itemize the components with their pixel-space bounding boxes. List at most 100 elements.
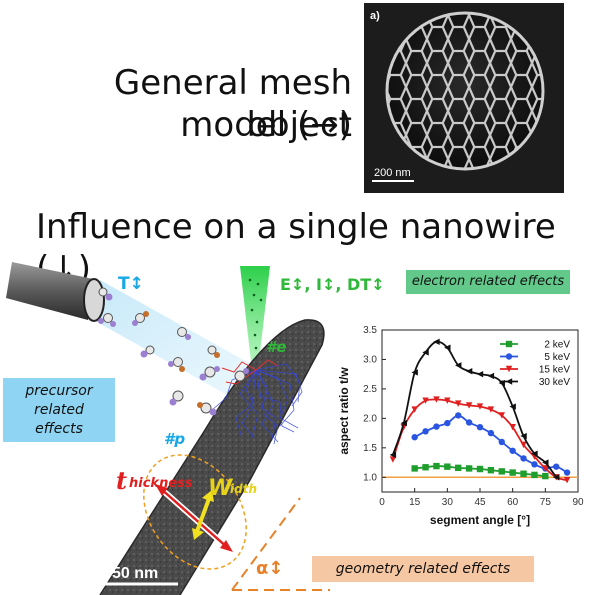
gis-nozzle: [6, 262, 98, 320]
electrons-label: #e: [266, 338, 287, 356]
data-point: [520, 455, 527, 462]
data-point: [400, 419, 407, 427]
beam-electron-dots: [248, 278, 263, 350]
data-point: [487, 467, 495, 474]
thickness-label-prefix: t: [116, 466, 127, 495]
data-point: [531, 471, 538, 479]
precursor-molecules: [98, 287, 249, 416]
headline-mesh-model-arrow: model (→): [180, 105, 352, 145]
data-point: [498, 412, 505, 419]
data-point: [422, 428, 429, 435]
data-point: [455, 464, 462, 472]
legend-marker: [505, 378, 513, 385]
data-point: [455, 400, 462, 407]
y-tick-label: 3.0: [363, 354, 377, 365]
legend-entry: 15 keV: [539, 365, 570, 376]
x-tick-label: 30: [442, 497, 454, 508]
sem-panel-label: a): [370, 10, 380, 22]
data-point: [487, 372, 495, 380]
data-point: [422, 349, 429, 356]
data-point: [433, 462, 440, 470]
data-point: [509, 447, 516, 454]
data-point: [444, 344, 451, 351]
data-point: [389, 451, 397, 459]
data-point: [411, 465, 418, 472]
data-point: [465, 402, 473, 409]
data-point: [422, 464, 429, 471]
data-point: [433, 423, 440, 430]
data-point: [563, 469, 571, 476]
x-tick-label: 60: [507, 497, 519, 508]
data-point: [465, 419, 473, 426]
data-point: [476, 403, 484, 410]
series-line-30-kev: [392, 340, 557, 478]
x-tick-label: 90: [572, 497, 584, 508]
y-tick-label: 2.0: [363, 413, 377, 424]
thickness-arrow: [159, 487, 229, 549]
data-point: [411, 369, 418, 376]
legend-marker: [505, 365, 513, 373]
precursor-effects-box: precursor related effects: [3, 378, 115, 442]
data-point: [563, 477, 571, 484]
data-point: [509, 469, 516, 476]
temperature-label: T↕: [118, 274, 144, 294]
data-point: [498, 438, 505, 446]
data-point: [553, 474, 560, 481]
data-point: [455, 412, 462, 419]
data-point: [444, 463, 451, 470]
data-point: [465, 368, 473, 375]
data-point: [509, 403, 516, 410]
data-point: [433, 396, 440, 403]
beam-params-label: E↕, I↕, DT↕: [280, 275, 385, 294]
data-point: [542, 465, 549, 472]
legend-entry: 30 keV: [539, 377, 570, 388]
thickness-label: hickness: [129, 476, 193, 491]
backscatter-trajectories: [221, 359, 279, 385]
x-tick-label: 0: [379, 497, 385, 508]
angle-line: [231, 497, 301, 591]
electron-trajectories: [211, 363, 303, 445]
data-point: [520, 441, 527, 449]
sem-mesh-image: a) 200 nm: [364, 3, 564, 193]
y-tick-label: 2.5: [363, 384, 377, 395]
width-label-prefix: W: [208, 476, 234, 501]
width-label: idth: [230, 482, 257, 496]
data-point: [520, 432, 527, 440]
data-point: [433, 338, 440, 345]
data-point: [542, 472, 549, 480]
nozzle-opening: [83, 278, 105, 322]
data-point: [476, 370, 484, 378]
data-point: [542, 459, 549, 466]
data-point: [553, 463, 560, 470]
precursor-box-line: effects: [35, 421, 83, 437]
scalebar-label: 50 nm: [112, 565, 158, 582]
data-point: [422, 397, 429, 404]
data-point: [487, 429, 495, 437]
precursor-box-line: precursor: [25, 383, 93, 399]
precursors-label: #p: [164, 430, 185, 448]
precursor-box-line: related: [34, 402, 84, 418]
legend-marker: [505, 353, 513, 360]
y-tick-label: 1.5: [363, 443, 377, 454]
data-point: [520, 470, 527, 477]
sem-scalebar-label: 200 nm: [374, 167, 411, 179]
angle-label: α↕: [256, 558, 283, 579]
geometry-effects-box: geometry related effects: [312, 556, 534, 582]
data-point: [476, 424, 484, 431]
data-point: [389, 456, 397, 463]
data-point: [455, 362, 462, 369]
width-arrow: [194, 495, 212, 535]
x-tick-label: 15: [409, 497, 421, 508]
data-point: [487, 406, 495, 413]
y-tick-label: 1.0: [363, 472, 377, 483]
data-point: [498, 468, 505, 475]
y-tick-label: 3.5: [363, 325, 377, 336]
legend-marker: [505, 340, 513, 348]
aspect-ratio-chart: 0 15 30 45 60 75 90 1.0 1.5 2.0 2.5 3.0 3.5 segment a…: [337, 325, 584, 527]
legend-entry: 2 keV: [544, 340, 570, 351]
x-tick-label: 45: [474, 497, 486, 508]
gas-flux-cone: [90, 280, 258, 405]
headline-mesh-model: General mesh object: [113, 63, 352, 145]
data-point: [411, 434, 418, 441]
